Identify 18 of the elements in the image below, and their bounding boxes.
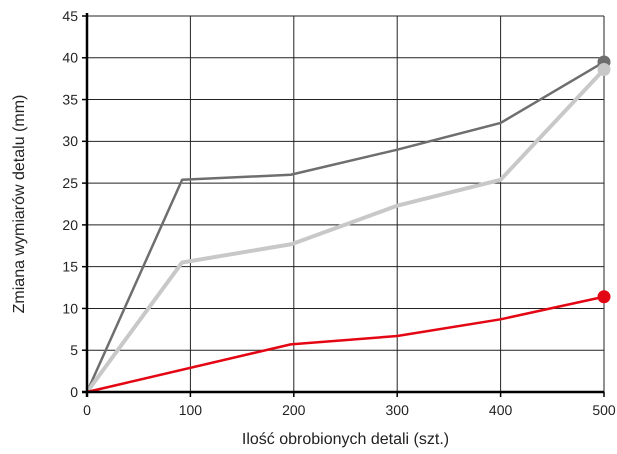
y-tick-label: 20	[62, 216, 78, 233]
x-axis-title: Ilość obrobionych detali (szt.)	[242, 431, 450, 448]
y-tick-label: 0	[70, 384, 78, 400]
x-tick-label: 100	[178, 402, 202, 418]
y-tick-label: 5	[70, 342, 78, 358]
x-tick-label: 500	[592, 402, 616, 418]
y-tick-label: 15	[62, 258, 78, 275]
x-tick-label: 400	[488, 402, 512, 418]
y-tick-label: 30	[62, 133, 78, 150]
x-tick-label: 0	[83, 402, 92, 418]
y-axis-title: Zmiana wymiarów detalu (mm)	[11, 94, 28, 314]
y-tick-label: 45	[62, 8, 78, 24]
x-tick-label: 300	[386, 402, 410, 418]
y-tick-label: 40	[62, 50, 78, 66]
y-tick-label: 35	[62, 91, 78, 108]
y-tick-label: 25	[62, 175, 78, 192]
y-tick-label: 10	[62, 300, 78, 316]
x-tick-label: 200	[282, 402, 306, 418]
